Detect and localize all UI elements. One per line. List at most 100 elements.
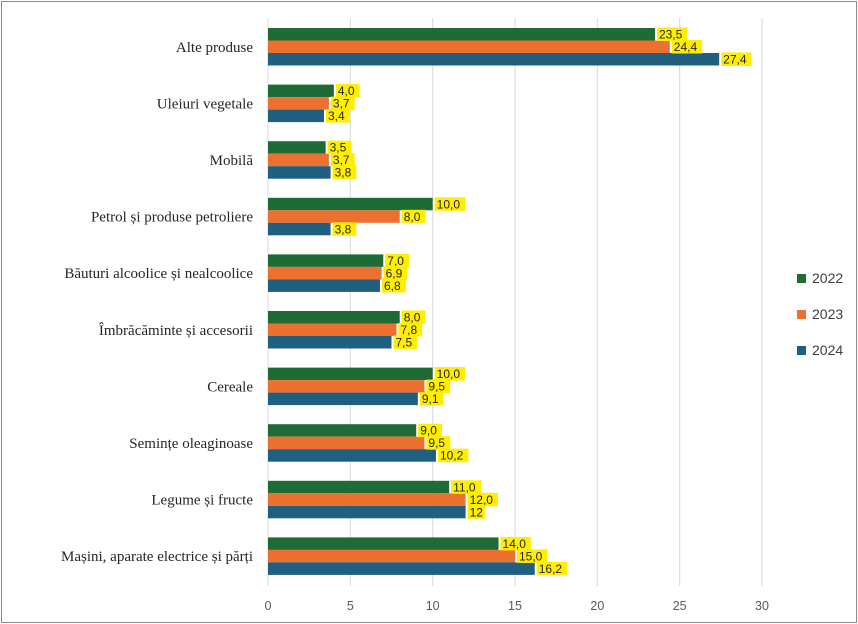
bar-2023 — [268, 493, 466, 506]
data-label-bg — [330, 153, 355, 167]
bar-2023 — [268, 323, 397, 336]
data-label-bg — [393, 335, 418, 349]
data-label-bg — [398, 323, 423, 337]
data-label-bg — [330, 96, 355, 111]
data-label-bg — [401, 310, 426, 324]
x-tick-label: 15 — [508, 599, 522, 613]
data-label-bg — [434, 367, 466, 381]
bar-2022 — [268, 367, 433, 381]
data-label-bg — [500, 536, 531, 551]
bar-2023 — [268, 436, 425, 450]
bar-2024 — [268, 279, 380, 292]
data-label-bg — [671, 40, 703, 54]
data-label: 14,0 — [503, 537, 527, 551]
data-label-bg — [536, 561, 568, 576]
data-label-bg — [467, 492, 498, 507]
bar-2023 — [268, 266, 382, 280]
bar-2023 — [268, 40, 670, 53]
data-label-bg — [426, 379, 451, 394]
data-label: 3,8 — [335, 166, 352, 180]
bar-2023 — [268, 97, 329, 110]
data-label: 16,2 — [539, 562, 563, 576]
data-label: 23,5 — [659, 28, 683, 42]
bar-2024 — [268, 449, 436, 462]
data-label: 12 — [470, 505, 484, 519]
legend-swatch-2022 — [797, 274, 806, 283]
data-label: 24,4 — [674, 40, 698, 54]
data-labels: 23,524,427,44,03,73,43,53,73,810,08,03,8… — [325, 27, 752, 576]
data-label: 9,5 — [428, 380, 445, 394]
x-tick-label: 5 — [347, 599, 354, 613]
bar-2024 — [268, 562, 535, 575]
data-label: 3,5 — [330, 141, 347, 155]
category-label: Petrol și produse petroliere — [91, 210, 253, 226]
data-label-bg — [721, 52, 752, 66]
category-label: Uleiuri vegetale — [157, 96, 254, 112]
data-label: 27,4 — [723, 53, 747, 67]
bar-2024 — [268, 166, 331, 179]
bar-2023 — [268, 210, 400, 223]
bar-2022 — [268, 84, 334, 98]
category-label: Semințe oleaginoase — [129, 436, 253, 452]
data-label: 9,5 — [428, 436, 445, 450]
data-label: 3,7 — [333, 153, 350, 167]
bar-2024 — [268, 505, 466, 519]
data-label-bg — [426, 436, 451, 450]
data-label-bg — [325, 109, 350, 123]
data-label-bg — [419, 392, 444, 406]
bar-2024 — [268, 392, 418, 406]
legend: 2022 2023 2024 — [797, 270, 843, 358]
data-label-bg — [517, 549, 548, 563]
category-axis: Alte produse Uleiuri vegetale Mobilă Petrol… — [61, 40, 253, 565]
data-label-bg — [332, 222, 357, 236]
bar-2023 — [268, 380, 425, 393]
data-label: 7,8 — [400, 323, 417, 337]
bar-2022 — [268, 141, 326, 154]
legend-swatch-2023 — [797, 310, 806, 319]
data-label: 8,0 — [404, 210, 421, 224]
category-label: Îmbrăcăminte și accesorii — [99, 322, 253, 339]
data-label-bg — [327, 140, 352, 155]
category-label: Băuturi alcoolice și nealcoolice — [64, 266, 253, 282]
data-label-bg — [335, 84, 360, 98]
bar-2023 — [268, 549, 515, 563]
category-label: Mobilă — [210, 153, 254, 169]
legend-swatch-2024 — [797, 346, 806, 355]
category-label: Alte produse — [176, 40, 253, 56]
bar-2024 — [268, 336, 392, 349]
legend-label: 2023 — [812, 306, 843, 322]
data-label-bg — [418, 423, 442, 438]
data-label: 3,4 — [328, 109, 345, 123]
data-label: 6,9 — [386, 266, 403, 280]
data-label: 10,0 — [437, 367, 461, 381]
category-label: Legume și fructe — [151, 493, 253, 509]
bar-2022 — [268, 424, 417, 437]
x-tick-label: 20 — [590, 599, 604, 613]
data-label: 6,8 — [384, 279, 401, 293]
data-label-bg — [451, 480, 482, 494]
category-label: Mașini, aparate electrice și părți — [61, 549, 253, 565]
data-label: 10,0 — [437, 197, 461, 211]
data-label: 10,2 — [440, 449, 464, 463]
legend-label: 2022 — [812, 270, 843, 286]
data-label: 9,1 — [422, 392, 439, 406]
data-label: 3,7 — [333, 97, 350, 111]
data-label-bg — [385, 253, 410, 268]
data-label-bg — [381, 278, 406, 293]
data-label-bg — [656, 27, 688, 41]
x-tick-label: 25 — [673, 599, 687, 613]
data-label-bg — [437, 448, 469, 463]
bar-2024 — [268, 109, 324, 123]
data-label-bg — [383, 266, 408, 280]
value-axis: 0 5 10 15 20 25 30 — [265, 599, 769, 613]
data-label: 4,0 — [338, 84, 355, 98]
bar-2022 — [268, 197, 433, 211]
data-label: 8,0 — [404, 311, 421, 325]
data-label-bg — [401, 209, 426, 224]
x-tick-label: 10 — [426, 599, 440, 613]
bar-2022 — [268, 480, 450, 494]
x-tick-label: 30 — [755, 599, 769, 613]
data-label-bg — [434, 197, 466, 211]
